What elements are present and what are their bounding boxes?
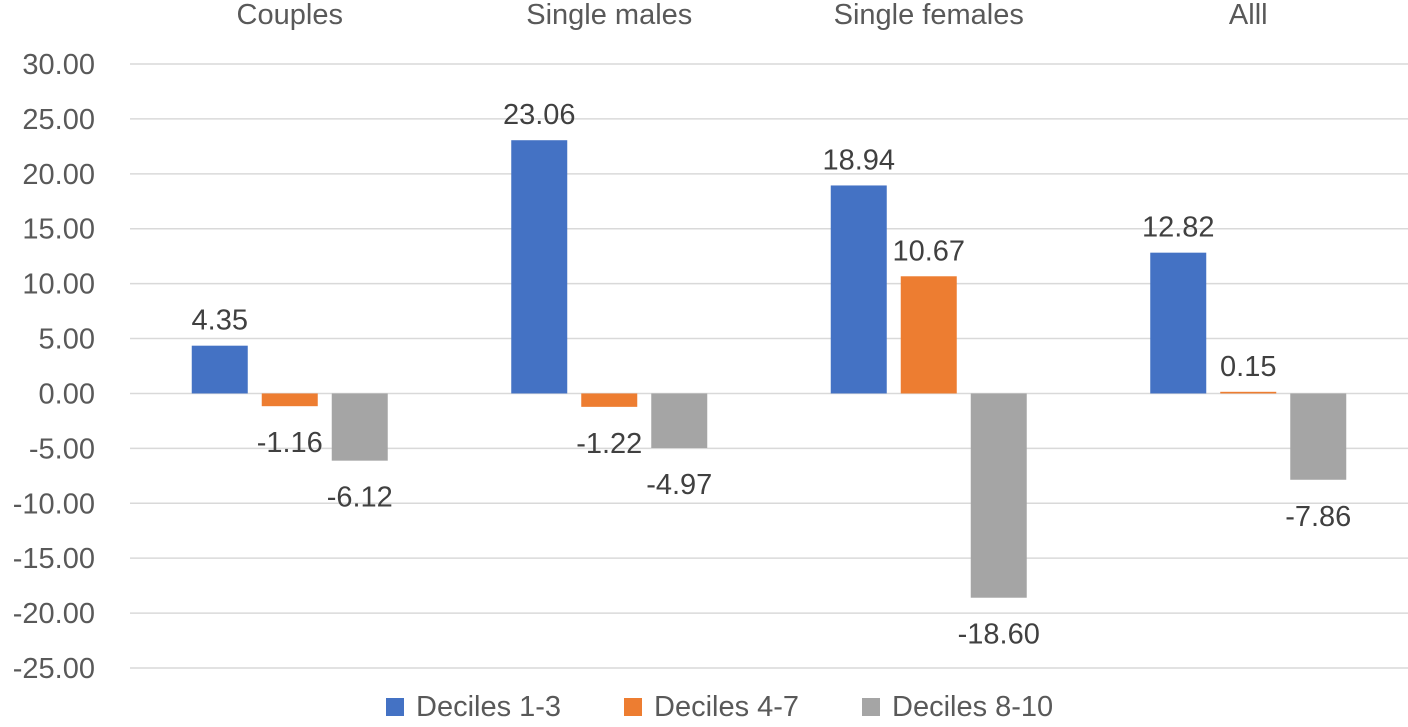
legend-swatch (862, 698, 880, 716)
legend: Deciles 1-3 Deciles 4-7 Deciles 8-10 (386, 691, 1053, 723)
gridlines (130, 63, 1408, 669)
category-label: Single females (834, 0, 1024, 31)
bar (511, 140, 568, 394)
bars (191, 140, 1347, 598)
data-labels: 4.35 23.06 18.94 12.82 -1.16 -1.22 10.67 0.15 -6… (192, 99, 1352, 651)
bar (191, 345, 248, 394)
category-labels: Couples Single males Single females Alll (237, 0, 1268, 31)
category-label: Couples (237, 0, 343, 31)
data-label: 10.67 (892, 235, 965, 267)
y-tick-label: 0.00 (39, 378, 95, 410)
data-label: -7.86 (1285, 501, 1351, 533)
bar (331, 393, 388, 461)
legend-swatch (386, 698, 404, 716)
bar (970, 393, 1027, 598)
y-tick-label: -5.00 (29, 433, 95, 465)
y-tick-label: -25.00 (13, 653, 95, 685)
data-label: 18.94 (822, 144, 895, 176)
bar (581, 393, 638, 407)
bar (900, 276, 957, 394)
data-label: -1.16 (257, 427, 323, 459)
y-tick-label: 30.00 (22, 49, 95, 81)
data-label: 23.06 (503, 99, 576, 131)
category-label: Single males (526, 0, 692, 31)
y-tick-label: 5.00 (39, 324, 95, 356)
y-tick-label: 10.00 (22, 269, 95, 301)
y-tick-label: -10.00 (13, 488, 95, 520)
legend-swatch (624, 698, 642, 716)
bar (830, 185, 887, 394)
bar (261, 393, 318, 407)
data-label: -4.97 (646, 469, 712, 501)
data-label: 4.35 (192, 305, 248, 337)
data-label: 12.82 (1142, 212, 1215, 244)
y-axis-tick-labels: 30.00 25.00 20.00 15.00 10.00 5.00 0.00 -5.00 -1… (13, 49, 95, 685)
y-tick-label: 15.00 (22, 214, 95, 246)
bar (1220, 391, 1277, 394)
legend-label: Deciles 1-3 (416, 691, 561, 723)
legend-label: Deciles 4-7 (654, 691, 799, 723)
y-tick-label: -20.00 (13, 598, 95, 630)
data-label: -18.60 (958, 619, 1040, 651)
legend-label: Deciles 8-10 (892, 691, 1053, 723)
data-label: 0.15 (1220, 351, 1276, 383)
bar (1290, 393, 1347, 480)
category-label: Alll (1229, 0, 1268, 31)
bar (651, 393, 708, 449)
y-tick-label: -15.00 (13, 543, 95, 575)
bar (1150, 252, 1207, 394)
data-label: -1.22 (576, 428, 642, 460)
y-tick-label: 25.00 (22, 104, 95, 136)
data-label: -6.12 (327, 482, 393, 514)
y-tick-label: 20.00 (22, 159, 95, 191)
